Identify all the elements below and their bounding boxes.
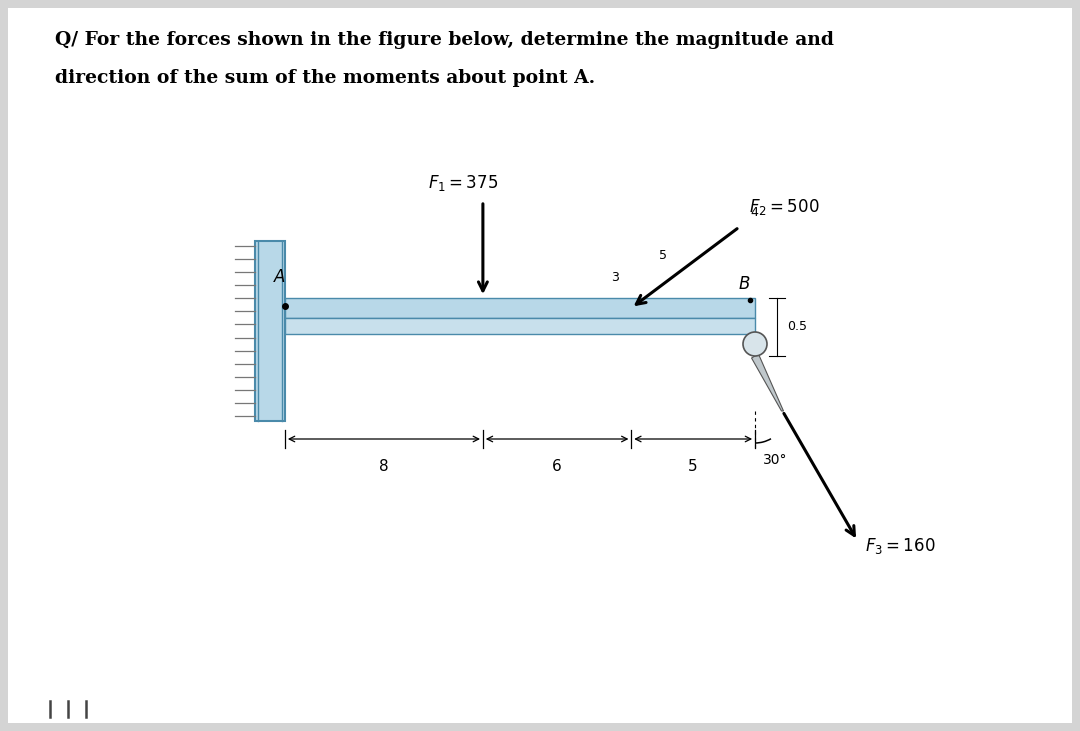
Text: 30°: 30° (762, 453, 787, 467)
Polygon shape (752, 354, 783, 411)
FancyBboxPatch shape (285, 298, 755, 318)
Text: 0.5: 0.5 (787, 320, 807, 333)
Text: Q/ For the forces shown in the figure below, determine the magnitude and: Q/ For the forces shown in the figure be… (55, 31, 834, 49)
Text: A: A (274, 268, 286, 286)
FancyBboxPatch shape (8, 8, 1072, 723)
Text: $F_3 = 160$: $F_3 = 160$ (865, 536, 936, 556)
Text: B: B (739, 275, 750, 293)
FancyBboxPatch shape (255, 241, 285, 421)
Text: 5: 5 (688, 459, 698, 474)
Text: 5: 5 (659, 249, 667, 262)
Text: $F_1 = 375$: $F_1 = 375$ (428, 173, 498, 193)
FancyBboxPatch shape (285, 318, 755, 334)
Text: 4: 4 (751, 206, 758, 219)
Text: 3: 3 (611, 271, 619, 284)
Text: direction of the sum of the moments about point A.: direction of the sum of the moments abou… (55, 69, 595, 87)
Text: $F_2 = 500$: $F_2 = 500$ (750, 197, 820, 217)
Circle shape (743, 332, 767, 356)
Text: 8: 8 (379, 459, 389, 474)
Text: 6: 6 (552, 459, 562, 474)
